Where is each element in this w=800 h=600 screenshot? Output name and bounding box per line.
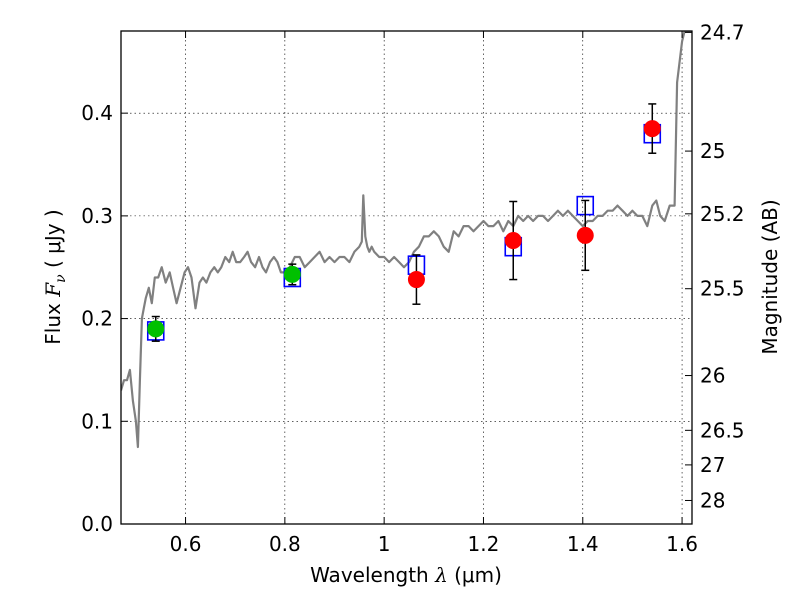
magnitude-tick-label: 24.7 bbox=[700, 20, 745, 44]
magnitude-tick-label: 25.2 bbox=[700, 202, 745, 226]
observed-near-ir-point bbox=[576, 226, 594, 244]
x-tick-label: 0.8 bbox=[269, 532, 301, 556]
observed-near-ir-point bbox=[643, 120, 661, 138]
y-tick-label: 0.3 bbox=[81, 204, 113, 228]
y-tick-label: 0.4 bbox=[81, 101, 113, 125]
observed-optical-point bbox=[283, 265, 301, 283]
plot-frame bbox=[120, 30, 693, 525]
spectrum-line bbox=[121, 31, 692, 449]
x-tick-label: 0.6 bbox=[170, 532, 202, 556]
x-tick-label: 1.6 bbox=[666, 532, 698, 556]
right-axis-label: Magnitude (AB) bbox=[758, 199, 782, 354]
tick-layer: 0.6 0.8 1 1.2 1.4 1.6 0.0 0.1 0.2 0.3 0.4 24.7 25 25.… bbox=[81, 20, 744, 556]
magnitude-tick-label: 26 bbox=[700, 364, 725, 388]
x-axis-label: Wavelength λ (μm) bbox=[310, 563, 502, 587]
grid bbox=[121, 31, 692, 524]
x-tick-label: 1.4 bbox=[567, 532, 599, 556]
y-tick-label: 0.2 bbox=[81, 307, 113, 331]
y-axis-label: Flux Fν ( μJy ) bbox=[41, 209, 69, 344]
y-tick-label: 0.0 bbox=[81, 512, 113, 536]
marker-layer bbox=[146, 103, 662, 342]
observed-near-ir-point bbox=[504, 232, 522, 250]
magnitude-tick-label: 25.5 bbox=[700, 277, 745, 301]
observed-near-ir-point bbox=[407, 271, 425, 289]
magnitude-tick-label: 27 bbox=[700, 453, 725, 477]
observed-optical-point bbox=[147, 320, 165, 338]
x-tick-label: 1.2 bbox=[468, 532, 500, 556]
magnitude-tick-label: 28 bbox=[700, 488, 725, 512]
magnitude-tick-label: 25 bbox=[700, 139, 725, 163]
y-tick-label: 0.1 bbox=[81, 409, 113, 433]
x-tick-label: 1 bbox=[378, 532, 391, 556]
spectrum-layer bbox=[121, 31, 692, 449]
magnitude-tick-label: 26.5 bbox=[700, 418, 745, 442]
